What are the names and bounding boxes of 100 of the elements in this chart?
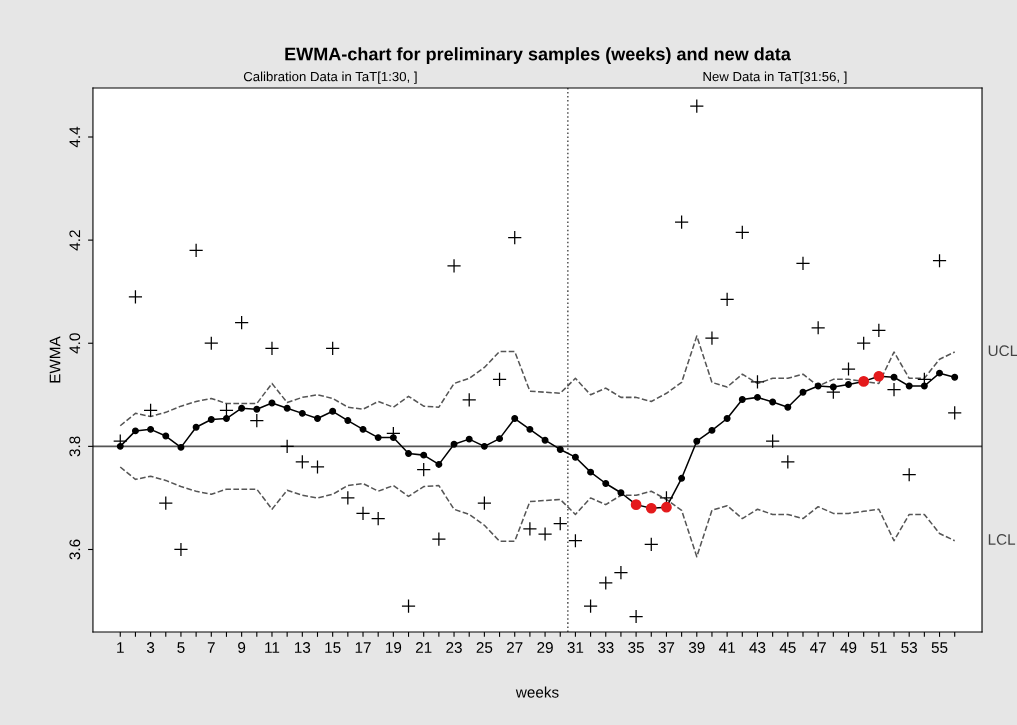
x-tick-label: 43 [749,642,766,653]
x-tick-label: 19 [386,642,402,653]
point [314,415,321,422]
x-tick-label: 41 [718,642,735,653]
point [264,341,280,356]
x-tick-label: 11 [265,642,280,653]
x-tick-label: 53 [901,642,918,653]
point [253,405,261,413]
point [598,575,613,591]
point [431,531,447,547]
point [628,609,644,624]
point [795,256,811,271]
point [556,445,564,453]
point [298,409,306,417]
x-tick-label: 37 [658,642,675,653]
point [784,403,792,411]
point [814,382,822,390]
point [359,425,367,433]
x-tick-label: 23 [446,642,462,653]
x-tick-label: 29 [537,642,553,653]
text: Calibration Data in TaT[1:30, ] [243,71,417,84]
y-axis-title: EWMA [49,336,61,383]
point [704,330,720,346]
point [405,450,412,458]
point [750,374,765,390]
point [553,516,568,531]
x-tick-label: 1 [117,642,124,653]
x-axis-title: weeks [515,686,559,698]
point [450,440,458,448]
text: UCL [988,345,1017,357]
point [188,243,204,258]
point [780,454,796,470]
x-tick-label: 31 [567,642,584,653]
x-tick-label: 9 [238,642,246,653]
point [173,542,189,557]
point [204,336,219,351]
point [693,437,701,445]
point [947,405,962,421]
point [222,415,230,422]
text: New Data in TaT[31:56, ] [703,71,847,84]
point [374,434,382,442]
point [477,495,492,511]
x-tick-label: 45 [779,642,796,653]
point [810,320,826,335]
point [905,382,913,390]
point [871,323,887,338]
point [541,436,549,444]
point [162,432,170,440]
point [279,439,295,454]
point [192,423,200,431]
point [674,214,689,230]
point [158,495,173,511]
point [571,453,579,461]
point [355,506,371,521]
point [886,382,902,397]
x-tick-label: 21 [415,642,432,653]
point [344,417,352,425]
chart-title: EWMA-chart for preliminary samples (weeks) and new data [285,47,791,64]
point [754,393,761,401]
point [461,392,477,408]
point [435,460,443,468]
point [147,425,155,433]
point [719,292,735,307]
x-tick-label: 33 [597,642,614,653]
point [708,426,716,434]
point [295,454,310,470]
point [511,415,519,422]
point [131,427,139,435]
point [765,433,780,449]
point [370,511,386,526]
point [420,451,428,459]
point [143,403,158,418]
point [526,425,534,433]
point [890,373,898,381]
x-tick-label: 51 [870,642,887,653]
point [901,467,917,482]
x-tick-label: 39 [688,642,705,653]
point [678,474,686,482]
point [249,413,265,428]
point [128,289,143,305]
y-tick-label: 4.4 [69,126,81,148]
point [446,258,462,274]
point [480,442,488,450]
x-tick-label: 13 [294,642,311,653]
point [613,565,629,580]
point [507,230,522,245]
point [936,369,944,377]
point [587,468,595,476]
point [401,598,416,614]
y-tick-label: 4.0 [69,333,81,354]
y-tick-label: 3.6 [69,539,81,560]
point [583,598,598,614]
point [845,381,852,388]
point [602,480,610,487]
point [492,372,507,387]
point [207,416,215,424]
text: LCL [988,534,1016,545]
point [416,462,431,477]
point [329,407,337,415]
point [932,253,947,268]
